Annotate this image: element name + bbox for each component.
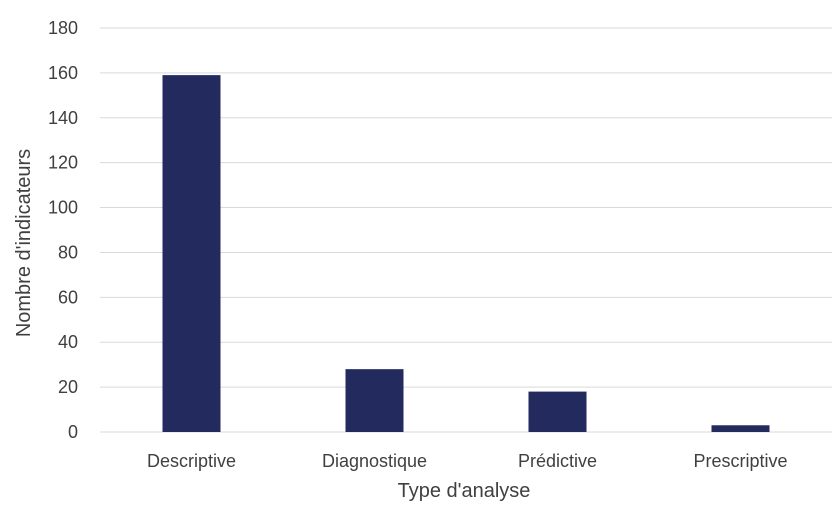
y-tick-label: 180 bbox=[48, 18, 78, 38]
x-tick-label: Prescriptive bbox=[693, 451, 787, 471]
bar-prédictive bbox=[528, 391, 587, 432]
y-tick-label: 160 bbox=[48, 63, 78, 83]
y-tick-label: 140 bbox=[48, 108, 78, 128]
x-tick-label: Diagnostique bbox=[322, 451, 427, 471]
y-tick-label: 60 bbox=[58, 287, 78, 307]
bar-descriptive bbox=[162, 75, 221, 432]
y-tick-label: 80 bbox=[58, 242, 78, 262]
x-tick-label: Prédictive bbox=[518, 451, 597, 471]
y-axis-ticks: 0 20 40 60 80 100 120 140 160 180 bbox=[48, 18, 78, 442]
bar-prescriptive bbox=[711, 425, 770, 432]
y-tick-label: 120 bbox=[48, 153, 78, 173]
x-axis-title: Type d'analyse bbox=[398, 480, 531, 502]
x-axis-ticks: Descriptive Diagnostique Prédictive Prescri… bbox=[147, 451, 788, 471]
y-tick-label: 0 bbox=[68, 422, 78, 442]
bars bbox=[162, 75, 770, 432]
y-tick-label: 100 bbox=[48, 198, 78, 218]
bar-diagnostique bbox=[345, 369, 404, 432]
x-tick-label: Descriptive bbox=[147, 451, 236, 471]
y-tick-label: 20 bbox=[58, 377, 78, 397]
gridlines bbox=[100, 27, 832, 433]
y-axis-title: Nombre d'indicateurs bbox=[13, 149, 35, 337]
y-tick-label: 40 bbox=[58, 332, 78, 352]
